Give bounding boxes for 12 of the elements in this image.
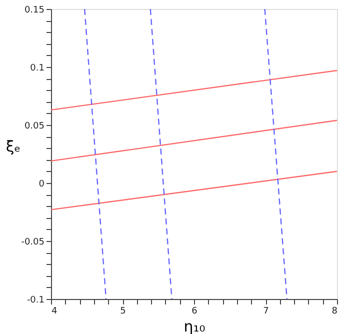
y-tick-label: 0.15 <box>24 6 44 16</box>
y-tick-label: -0.05 <box>21 238 44 248</box>
x-tick-label: 7 <box>263 306 269 316</box>
y-axis-title: ξₑ <box>6 138 21 156</box>
x-tick-label: 8 <box>332 306 338 316</box>
y-tick-label: 0.1 <box>30 64 44 74</box>
y-tick-label: 0.05 <box>24 122 44 132</box>
x-tick-label: 5 <box>120 306 126 316</box>
y-tick-label: 0 <box>38 180 45 190</box>
y-tick-label: -0.1 <box>26 296 44 306</box>
x-tick-label: 6 <box>192 306 198 316</box>
x-tick-label: 4 <box>52 306 58 316</box>
